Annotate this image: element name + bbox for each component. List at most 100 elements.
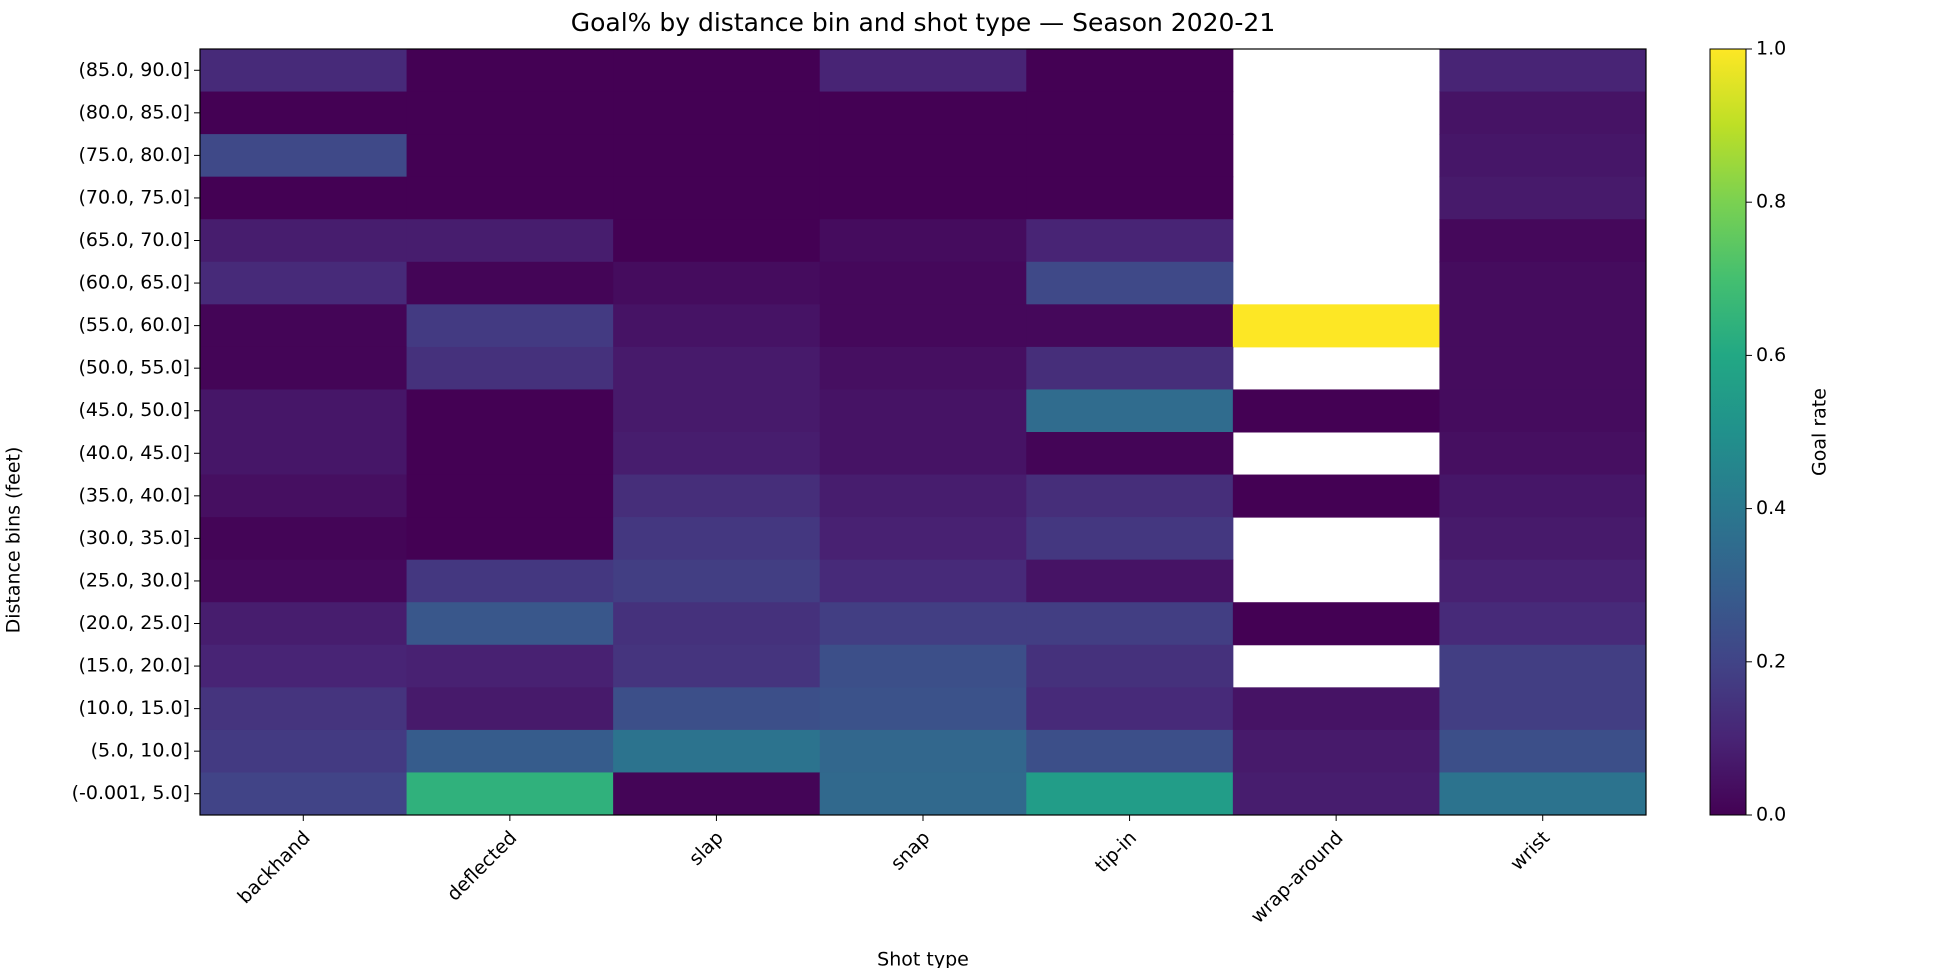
heatmap-cell xyxy=(200,134,408,178)
heatmap-cell xyxy=(1439,602,1647,646)
heatmap-cell xyxy=(1026,772,1234,816)
heatmap-cell xyxy=(613,389,821,433)
heatmap-cell xyxy=(1232,474,1440,518)
heatmap-cell xyxy=(200,474,408,518)
heatmap-cell xyxy=(1026,134,1234,178)
heatmap-cell xyxy=(1026,304,1234,348)
y-tick-label: (55.0, 60.0] xyxy=(78,314,190,336)
heatmap-cell xyxy=(1026,644,1234,688)
heatmap-cell xyxy=(1026,261,1234,305)
heatmap-cell xyxy=(1026,432,1234,476)
x-axis-label: Shot type xyxy=(877,949,969,968)
heatmap-cell xyxy=(1026,389,1234,433)
heatmap-cell xyxy=(1439,219,1647,263)
heatmap-cell xyxy=(613,602,821,646)
heatmap-cell xyxy=(1026,346,1234,390)
heatmap-cell xyxy=(406,602,614,646)
heatmap-cell xyxy=(1232,389,1440,433)
heatmap-cell xyxy=(1026,729,1234,773)
heatmap-cell xyxy=(200,261,408,305)
heatmap-cell xyxy=(1232,772,1440,816)
heatmap-cell xyxy=(406,772,614,816)
chart-title: Goal% by distance bin and shot type — Se… xyxy=(571,8,1276,37)
heatmap-cell xyxy=(819,602,1027,646)
y-tick-label: (5.0, 10.0] xyxy=(91,740,190,762)
heatmap-cell xyxy=(200,219,408,263)
heatmap-cell xyxy=(1439,559,1647,603)
heatmap-cell xyxy=(200,602,408,646)
heatmap-cell xyxy=(819,304,1027,348)
heatmap-cell xyxy=(200,644,408,688)
heatmap-cell xyxy=(819,219,1027,263)
heatmap-cell xyxy=(200,729,408,773)
heatmap-cell xyxy=(613,517,821,561)
y-tick-label: (30.0, 35.0] xyxy=(78,527,190,549)
heatmap-cell xyxy=(1439,346,1647,390)
y-axis-label: Distance bins (feet) xyxy=(3,447,25,634)
heatmap-cell xyxy=(819,134,1027,178)
heatmap-cell xyxy=(406,261,614,305)
heatmap-cell xyxy=(406,432,614,476)
heatmap-cell xyxy=(200,91,408,135)
y-tick-label: (65.0, 70.0] xyxy=(78,229,190,251)
heatmap-cell xyxy=(1439,389,1647,433)
colorbar-tick-label: 1.0 xyxy=(1756,38,1786,60)
heatmap-cell xyxy=(1232,602,1440,646)
heatmap-cell xyxy=(200,432,408,476)
colorbar-tick-label: 0.8 xyxy=(1756,191,1786,213)
y-tick-label: (15.0, 20.0] xyxy=(78,655,190,677)
x-tick-label: wrap-around xyxy=(1247,827,1348,928)
heatmap-cell xyxy=(406,517,614,561)
heatmap-cell xyxy=(200,517,408,561)
heatmap-cell xyxy=(200,346,408,390)
heatmap-cell xyxy=(613,772,821,816)
heatmap-cell xyxy=(1439,134,1647,178)
heatmap-cell xyxy=(406,729,614,773)
heatmap-cell xyxy=(819,261,1027,305)
heatmap-cell xyxy=(406,304,614,348)
heatmap-cell xyxy=(200,49,408,93)
x-tick-label: slap xyxy=(685,827,728,870)
y-tick-label: (35.0, 40.0] xyxy=(78,484,190,506)
heatmap-cell xyxy=(1439,687,1647,731)
heatmap-cell xyxy=(819,517,1027,561)
heatmap-cell xyxy=(200,687,408,731)
heatmap-cell xyxy=(819,91,1027,135)
heatmap-cell xyxy=(1026,474,1234,518)
heatmap-cell xyxy=(819,346,1027,390)
colorbar-label: Goal rate xyxy=(1809,388,1831,476)
y-tick-label: (75.0, 80.0] xyxy=(78,144,190,166)
heatmap-cell xyxy=(406,134,614,178)
heatmap-cell xyxy=(1232,304,1440,348)
heatmap-cell xyxy=(406,346,614,390)
heatmap-cell xyxy=(819,432,1027,476)
heatmap-cell xyxy=(406,474,614,518)
heatmap-cell xyxy=(613,559,821,603)
heatmap-cell xyxy=(1026,49,1234,93)
heatmap-cell xyxy=(613,49,821,93)
colorbar-tick-label: 0.4 xyxy=(1756,497,1786,519)
heatmap-cell xyxy=(613,219,821,263)
heatmap-cell xyxy=(1232,729,1440,773)
y-tick-label: (60.0, 65.0] xyxy=(78,272,190,294)
heatmap-cell xyxy=(1439,432,1647,476)
heatmap-cell xyxy=(1026,176,1234,220)
y-tick-label: (50.0, 55.0] xyxy=(78,357,190,379)
heatmap-cell xyxy=(1026,219,1234,263)
x-tick-label: backhand xyxy=(233,827,314,908)
x-tick-label: snap xyxy=(887,827,935,875)
heatmap-cell xyxy=(613,91,821,135)
colorbar-tick-label: 0.2 xyxy=(1756,650,1786,672)
heatmap-cell xyxy=(819,474,1027,518)
x-tick-label: wrist xyxy=(1506,827,1554,875)
heatmap-cell xyxy=(1439,304,1647,348)
heatmap-cell xyxy=(406,687,614,731)
y-tick-label: (80.0, 85.0] xyxy=(78,101,190,123)
heatmap-cell xyxy=(819,772,1027,816)
y-tick-label: (-0.001, 5.0] xyxy=(72,782,190,804)
heatmap-cell xyxy=(613,474,821,518)
heatmap-cell xyxy=(1439,261,1647,305)
heatmap-cell xyxy=(1026,517,1234,561)
heatmap-cell xyxy=(200,559,408,603)
heatmap-cell xyxy=(819,729,1027,773)
